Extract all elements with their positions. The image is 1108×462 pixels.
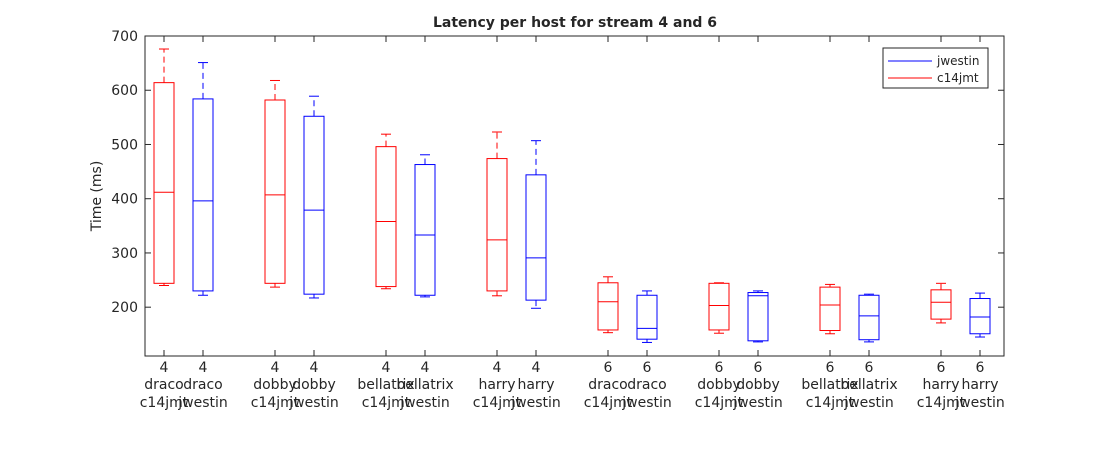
x-tick-label-user: jwestin [399, 395, 450, 411]
y-axis: 200 300 400 500 600 700 [111, 29, 1004, 316]
box-4-bellatrix-jwestin [414, 154, 436, 298]
x-tick-label-host: bellatrix [801, 377, 858, 393]
x-tick-label-user: c14jmt [584, 395, 633, 411]
x-tick-label-stream: 6 [976, 360, 985, 376]
x-tick-label-stream: 4 [493, 360, 502, 376]
box-body [414, 164, 436, 296]
x-tick-label-user: c14jmt [695, 395, 744, 411]
x-tick-label-user: c14jmt [917, 395, 966, 411]
y-tick-label: 500 [111, 137, 138, 153]
box-body [486, 158, 508, 292]
legend-label-jwestin: jwestin [936, 54, 979, 68]
x-tick-label-stream: 6 [643, 360, 652, 376]
legend-label-c14jmt: c14jmt [937, 71, 979, 85]
x-tick-label-user: c14jmt [140, 395, 189, 411]
x-tick-label-host: dobby [292, 377, 336, 393]
box-body [597, 282, 619, 331]
box-body [708, 282, 730, 331]
x-tick-label-user: jwestin [954, 395, 1005, 411]
box-body [192, 98, 214, 292]
x-tick-label-user: jwestin [621, 395, 672, 411]
x-tick-label-host: dobby [736, 377, 780, 393]
legend-box [882, 47, 989, 89]
box-6-bellatrix-jwestin [858, 293, 880, 343]
x-tick-label-stream: 6 [826, 360, 835, 376]
box-body [636, 294, 658, 340]
x-tick-label-host: bellatrix [396, 377, 453, 393]
box-6-draco-jwestin [636, 290, 658, 343]
box-6-harry-jwestin [969, 292, 991, 338]
x-tick-label-host: draco [183, 377, 222, 393]
x-tick-label-user: jwestin [288, 395, 339, 411]
x-tick-label-stream: 4 [199, 360, 208, 376]
box-4-harry-jwestin [525, 140, 547, 309]
x-tick-label-host: bellatrix [357, 377, 414, 393]
box-body [264, 99, 286, 284]
box-body [747, 292, 769, 342]
x-tick-label-user: c14jmt [806, 395, 855, 411]
box-6-dobby-c14jmt [708, 282, 730, 334]
x-tick-label-host: draco [588, 377, 627, 393]
x-tick-label-stream: 4 [532, 360, 541, 376]
x-tick-label-user: c14jmt [251, 395, 300, 411]
x-tick-label-stream: 6 [865, 360, 874, 376]
box-body [375, 146, 397, 288]
boxes [153, 48, 991, 343]
x-tick-label-host: harry [517, 377, 554, 393]
y-axis-label: Time (ms) [89, 161, 105, 233]
box-6-harry-c14jmt [930, 282, 952, 324]
box-6-draco-c14jmt [597, 276, 619, 334]
box-body [819, 286, 841, 332]
x-tick-label-stream: 4 [271, 360, 280, 376]
x-tick-label-stream: 4 [421, 360, 430, 376]
x-tick-label-user: jwestin [510, 395, 561, 411]
x-tick-label-stream: 4 [382, 360, 391, 376]
box-6-bellatrix-c14jmt [819, 283, 841, 335]
x-tick-label-user: jwestin [843, 395, 894, 411]
x-tick-label-host: draco [144, 377, 183, 393]
x-tick-label-stream: 6 [754, 360, 763, 376]
y-tick-label: 300 [111, 246, 138, 262]
x-tick-label-stream: 4 [160, 360, 169, 376]
box-body [153, 82, 175, 284]
plot-area [144, 35, 1005, 357]
x-tick-label-host: draco [627, 377, 666, 393]
y-tick-label: 600 [111, 83, 138, 99]
y-tick-label: 200 [111, 300, 138, 316]
y-tick-label: 700 [111, 29, 138, 45]
x-tick-label-host: bellatrix [840, 377, 897, 393]
box-4-dobby-jwestin [303, 95, 325, 299]
box-body [858, 294, 880, 341]
box-4-bellatrix-c14jmt [375, 133, 397, 290]
box-6-dobby-jwestin [747, 290, 769, 343]
box-4-draco-c14jmt [153, 48, 175, 286]
box-4-dobby-c14jmt [264, 79, 286, 288]
box-body [525, 174, 547, 301]
x-tick-label-stream: 6 [937, 360, 946, 376]
x-tick-label-stream: 4 [310, 360, 319, 376]
x-tick-label-stream: 6 [715, 360, 724, 376]
y-tick-label: 400 [111, 192, 138, 208]
x-tick-label-user: jwestin [177, 395, 228, 411]
chart-title: Latency per host for stream 4 and 6 [433, 15, 717, 31]
legend: jwestin c14jmt [882, 47, 989, 89]
x-tick-label-host: harry [478, 377, 515, 393]
x-tick-label-host: dobby [253, 377, 297, 393]
x-tick-label-user: c14jmt [473, 395, 522, 411]
x-tick-label-host: harry [922, 377, 959, 393]
x-axis: 4dracoc14jmt4dracojwestin4dobbyc14jmt4do… [140, 36, 1005, 411]
box-4-harry-c14jmt [486, 131, 508, 297]
x-tick-label-user: c14jmt [362, 395, 411, 411]
box-4-draco-jwestin [192, 62, 214, 296]
x-tick-label-user: jwestin [732, 395, 783, 411]
x-tick-label-host: harry [961, 377, 998, 393]
x-tick-label-stream: 6 [604, 360, 613, 376]
box-body [930, 289, 952, 320]
box-body [303, 115, 325, 295]
box-body [969, 298, 991, 335]
x-tick-label-host: dobby [697, 377, 741, 393]
